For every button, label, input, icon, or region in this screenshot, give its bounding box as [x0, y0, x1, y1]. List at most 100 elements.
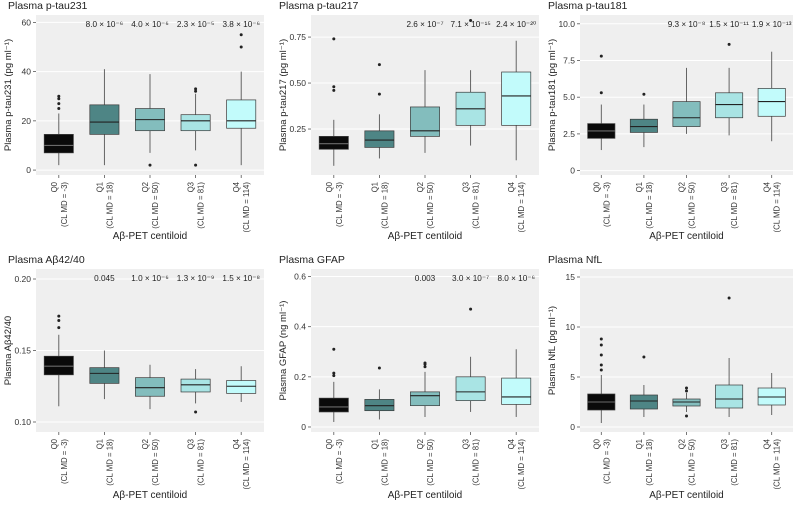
y-tick-label: 0.25	[289, 124, 306, 134]
x-category-sublabel: (CL MD = 18)	[380, 439, 389, 486]
p-value-label: 8.0 × 10⁻⁶	[86, 20, 124, 29]
x-category-sublabel: (CL MD = 18)	[645, 182, 654, 229]
p-value-label: 1.3 × 10⁻⁹	[177, 274, 215, 283]
box-Q0	[43, 94, 74, 166]
x-category-label: Q4	[507, 438, 516, 449]
x-category-sublabel: (CL MD = 50)	[151, 439, 160, 486]
p-value-label: 1.9 × 10⁻¹³	[752, 20, 792, 29]
x-category-sublabel: (CL MD = 18)	[105, 439, 114, 486]
x-axis-label: Aβ-PET centiloid	[388, 490, 463, 501]
x-category-sublabel: (CL MD = 114)	[773, 182, 782, 233]
box-Q0	[318, 37, 349, 166]
y-tick-label: 7.5	[563, 56, 575, 66]
outlier-point	[727, 296, 731, 300]
p-value-label: 2.3 × 10⁻⁵	[177, 20, 215, 29]
y-tick-label: 0.15	[14, 346, 31, 356]
outlier-point	[685, 389, 688, 393]
x-category-sublabel: (CL MD = 81)	[730, 182, 739, 229]
outlier-point	[57, 107, 61, 111]
chart-panel-1: Plasma p-tau231 0 20 40 60 Plasma p-tau231 (p…	[3, 0, 264, 242]
outlier-point	[194, 410, 198, 414]
outlier-point	[194, 89, 198, 93]
x-axis-label: Aβ-PET centiloid	[388, 231, 463, 242]
x-category-label: Q3	[720, 182, 729, 192]
outlier-point	[57, 94, 61, 98]
box-body	[672, 101, 701, 127]
x-axis-label: Aβ-PET centiloid	[649, 490, 724, 501]
y-tick-label: 0.20	[14, 274, 31, 284]
outlier-point	[332, 347, 336, 351]
outlier-point	[332, 374, 336, 378]
x-category-label: Q4	[507, 181, 516, 192]
x-category-sublabel: (CL MD = 18)	[380, 182, 389, 229]
outlier-point	[57, 326, 61, 330]
x-category-label: Q1	[635, 439, 644, 449]
x-category-label: Q1	[370, 182, 379, 192]
x-category-sublabel: (CL MD = 114)	[242, 439, 251, 490]
box-body	[89, 104, 120, 135]
y-tick-label: 20	[22, 116, 32, 126]
box-Q1	[364, 63, 395, 159]
outlier-point	[57, 314, 61, 318]
box-body	[410, 391, 440, 407]
outlier-point	[239, 45, 243, 49]
y-tick-label: 0	[570, 166, 575, 176]
box-body	[715, 384, 744, 409]
p-value-label: 2.6 × 10⁻⁷	[406, 20, 443, 29]
x-category-label: Q0	[592, 438, 601, 449]
p-value-label: 2.4 × 10⁻²⁰	[496, 20, 536, 29]
box-Q2	[410, 361, 440, 417]
box-Q2	[135, 74, 165, 167]
x-category-label: Q0	[50, 181, 59, 192]
outlier-point	[332, 37, 336, 41]
x-category-label: Q2	[416, 439, 425, 449]
box-body	[501, 71, 532, 126]
box-body	[43, 134, 74, 154]
x-category-sublabel: (CL MD = 18)	[105, 182, 114, 229]
box-body	[757, 88, 786, 117]
y-tick-label: 0.2	[294, 372, 306, 382]
x-category-sublabel: (CL MD = -3)	[335, 439, 344, 484]
y-axis-label: Plasma GFAP (ng ml⁻¹)	[278, 301, 289, 401]
x-category-label: Q2	[141, 182, 150, 192]
box-body	[715, 92, 744, 119]
x-category-label: Q2	[678, 182, 687, 192]
outlier-point	[599, 91, 603, 95]
x-axis-label: Aβ-PET centiloid	[649, 231, 724, 242]
p-value-label: 4.0 × 10⁻⁶	[131, 20, 169, 29]
x-category-label: Q2	[416, 182, 425, 192]
box-body	[364, 130, 395, 148]
y-tick-label: 0.10	[14, 417, 31, 427]
chart-panel-5: Plasma GFAP 0 0.2 0.4 0.6 Plasma GFAP (ng ml⁻…	[278, 254, 539, 501]
x-category-label: Q3	[187, 182, 196, 192]
y-tick-label: 15	[566, 272, 576, 282]
x-category-label: Q4	[763, 181, 772, 192]
x-category-sublabel: (CL MD = 81)	[197, 439, 206, 486]
p-value-label: 3.0 × 10⁻⁷	[452, 274, 489, 283]
x-category-sublabel: (CL MD = 114)	[242, 182, 251, 233]
outlier-point	[685, 386, 688, 390]
x-category-sublabel: (CL MD = 114)	[517, 182, 526, 233]
outlier-point	[599, 353, 603, 357]
y-tick-label: 5	[570, 372, 575, 382]
x-category-sublabel: (CL MD = -3)	[60, 439, 69, 484]
x-category-sublabel: (CL MD = 81)	[197, 182, 206, 229]
x-category-label: Q0	[325, 438, 334, 449]
x-category-label: Q0	[325, 181, 334, 192]
p-value-label: 8.0 × 10⁻⁶	[497, 274, 535, 283]
p-value-label: 0.003	[415, 274, 436, 283]
x-category-sublabel: (CL MD = 50)	[426, 439, 435, 486]
x-category-label: Q0	[50, 438, 59, 449]
p-value-label: 3.8 × 10⁻⁶	[222, 20, 260, 29]
y-axis-label: Plasma NfL (pg ml⁻¹)	[547, 306, 558, 395]
box-Q3	[715, 296, 744, 417]
box-Q3	[180, 87, 211, 167]
x-category-sublabel: (CL MD = 81)	[472, 439, 481, 486]
outlier-point	[599, 343, 603, 347]
x-category-sublabel: (CL MD = 50)	[151, 182, 160, 229]
box-body	[43, 355, 74, 376]
box-Q4	[501, 349, 532, 417]
y-axis-label: Plasma p-tau217 (pg ml⁻¹)	[278, 39, 289, 151]
box-Q2	[672, 67, 701, 134]
